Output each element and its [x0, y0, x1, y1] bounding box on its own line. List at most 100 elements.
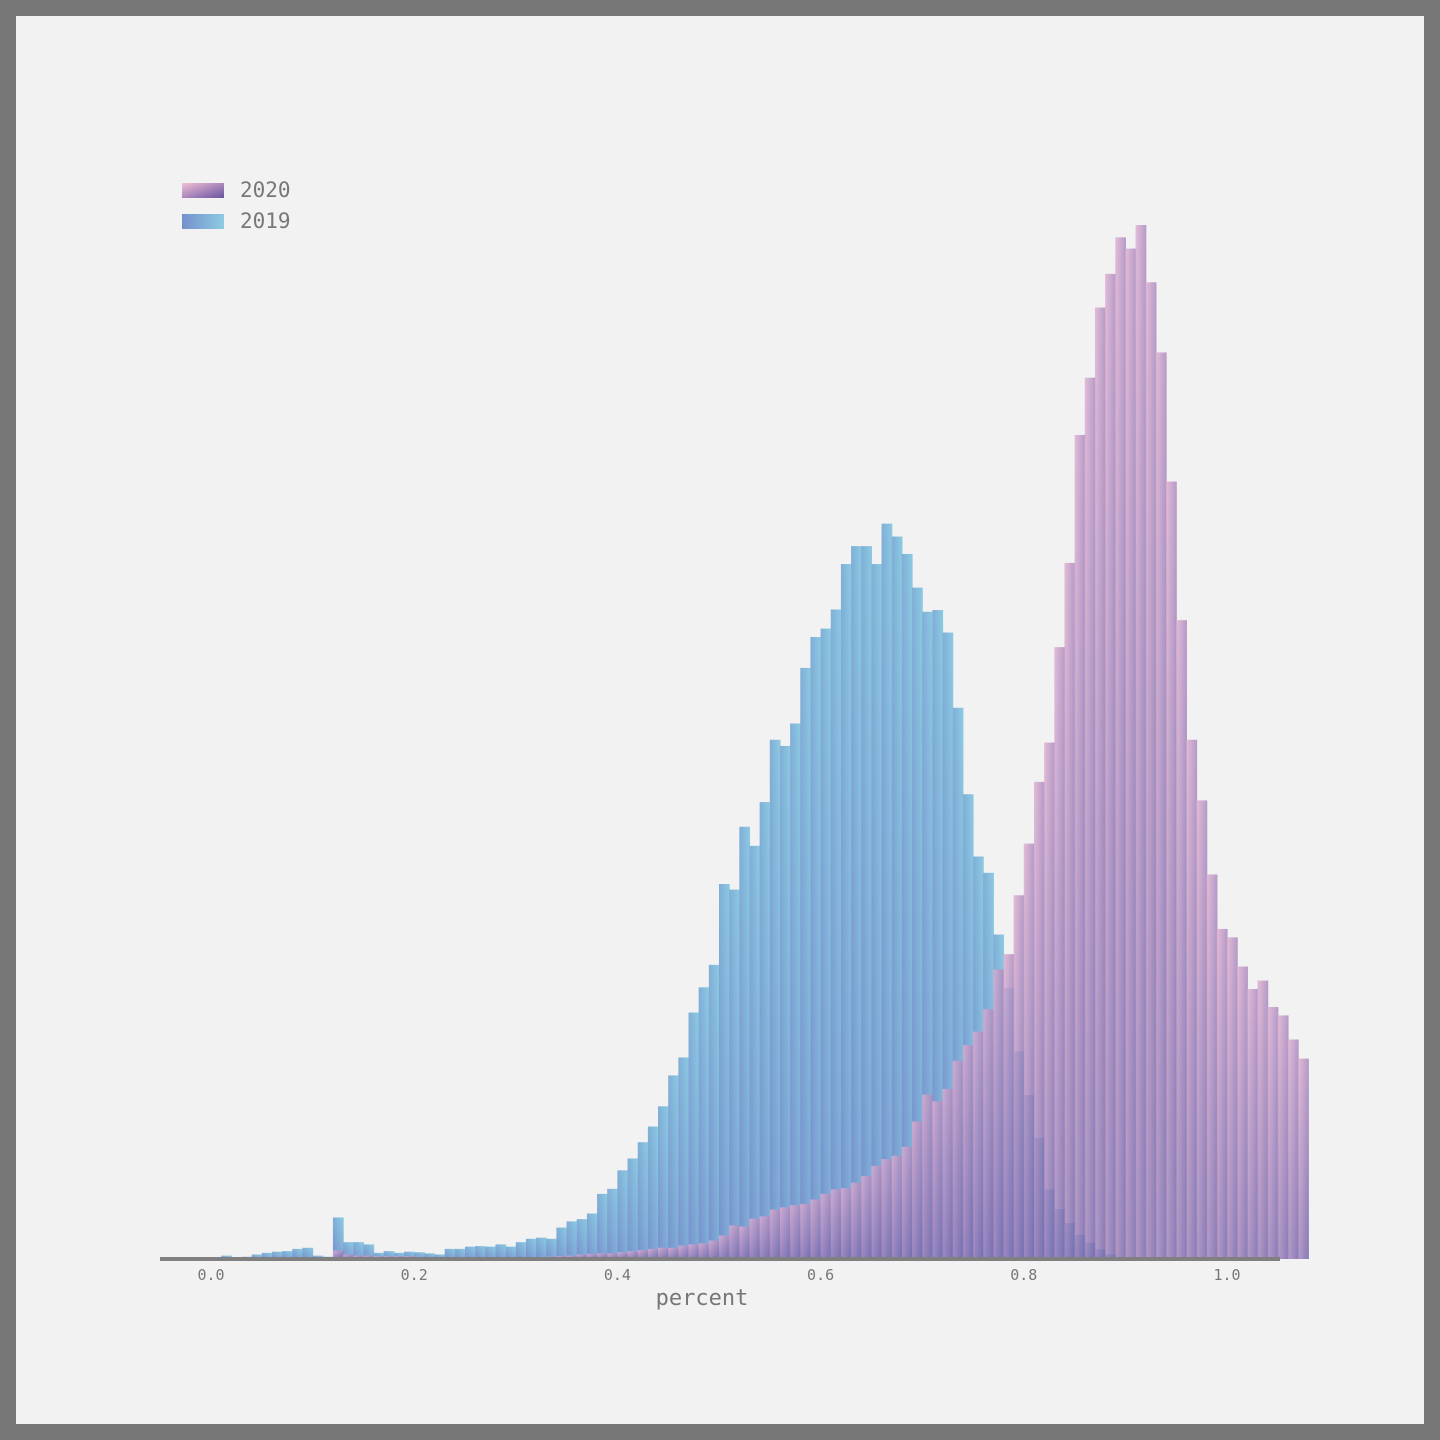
bar-2019-4 [251, 1254, 263, 1259]
bar-2019-27 [485, 1246, 497, 1259]
bar-2019-57 [790, 723, 801, 1259]
bar-2020-54 [759, 1216, 771, 1259]
bar-2019-72 [942, 632, 954, 1259]
bar-2019-34 [556, 1227, 568, 1259]
bar-2020-44 [658, 1247, 669, 1259]
bar-2020-70 [922, 1094, 933, 1259]
bar-2019-43 [647, 1126, 659, 1259]
bar-2020-42 [637, 1250, 649, 1259]
bar-2019-60 [820, 628, 832, 1259]
bar-2020-69 [912, 1121, 923, 1259]
bar-2019-64 [861, 546, 872, 1259]
bar-2019-42 [637, 1142, 649, 1259]
x-tick-label: 0.6 [807, 1266, 834, 1284]
bar-2019-35 [566, 1221, 578, 1259]
bar-2019-61 [830, 609, 842, 1259]
bar-2019-56 [779, 745, 791, 1259]
bar-2020-78 [1003, 954, 1015, 1259]
bar-2019-54 [759, 802, 771, 1259]
bar-2020-90 [1125, 248, 1137, 1259]
bar-2019-13 [343, 1242, 354, 1259]
x-axis-title: percent [656, 1286, 749, 1311]
bar-2019-48 [698, 987, 710, 1259]
x-tick-label: 0.4 [604, 1266, 631, 1284]
bar-2020-105 [1277, 1015, 1289, 1259]
bar-2019-21 [424, 1253, 436, 1259]
histogram-chart: 0.0 0.2 0.4 0.6 0.8 1.0 percent 2020 2019 [160, 178, 1309, 1311]
bar-2020-92 [1145, 282, 1157, 1259]
series-2019-bars [221, 523, 1116, 1259]
bar-2020-97 [1196, 800, 1208, 1259]
bar-2019-49 [708, 964, 720, 1259]
bar-2020-53 [749, 1218, 761, 1259]
bar-2019-30 [515, 1242, 527, 1259]
bar-2020-99 [1216, 928, 1228, 1259]
bar-2019-50 [719, 884, 730, 1259]
bar-2020-65 [871, 1165, 883, 1259]
x-axis-ticks: 0.0 0.2 0.4 0.6 0.8 1.0 [197, 1266, 1240, 1284]
bar-2019-16 [373, 1252, 385, 1259]
bar-2020-57 [790, 1205, 801, 1259]
bar-2019-40 [617, 1170, 629, 1259]
bar-2020-58 [800, 1203, 812, 1259]
bar-2019-15 [363, 1244, 375, 1259]
bar-2019-59 [810, 637, 822, 1259]
bar-2019-37 [586, 1213, 598, 1259]
bar-2019-52 [739, 826, 751, 1259]
bar-2020-101 [1237, 966, 1248, 1259]
bar-2019-39 [607, 1188, 618, 1259]
bar-2019-36 [576, 1219, 588, 1259]
x-tick-label: 1.0 [1213, 1266, 1240, 1284]
bar-2020-62 [840, 1188, 852, 1259]
bar-2019-69 [912, 587, 923, 1259]
bar-2019-7 [282, 1251, 293, 1259]
bar-2019-17 [383, 1251, 395, 1259]
bar-2020-94 [1166, 481, 1177, 1259]
bar-2020-91 [1135, 225, 1147, 1259]
bar-2020-74 [962, 1045, 974, 1259]
bar-2020-98 [1206, 874, 1218, 1259]
bar-2019-38 [597, 1193, 608, 1259]
bar-2020-59 [810, 1199, 822, 1259]
bar-2020-87 [1094, 307, 1106, 1259]
bar-2019-28 [495, 1244, 507, 1259]
bar-2020-71 [932, 1101, 944, 1259]
bar-2019-18 [393, 1252, 405, 1259]
bar-2019-26 [475, 1246, 486, 1259]
x-tick-label: 0.8 [1010, 1266, 1037, 1284]
bar-2020-80 [1023, 843, 1035, 1259]
bar-2020-63 [851, 1182, 862, 1259]
bar-2019-19 [404, 1251, 415, 1259]
bar-2019-70 [922, 611, 933, 1259]
bar-2020-103 [1257, 980, 1269, 1259]
bar-2020-84 [1064, 562, 1076, 1259]
bar-2019-63 [851, 546, 862, 1259]
bar-2019-20 [414, 1252, 425, 1259]
bar-2019-44 [658, 1106, 669, 1259]
bar-2019-71 [932, 610, 944, 1259]
bar-2020-88 [1105, 273, 1116, 1260]
bar-2020-100 [1227, 937, 1238, 1259]
bar-2020-51 [729, 1225, 740, 1259]
bar-2020-89 [1115, 237, 1126, 1260]
bar-2019-66 [881, 523, 893, 1259]
bar-2020-56 [779, 1207, 791, 1259]
bar-2019-65 [871, 564, 883, 1259]
bar-2019-68 [901, 553, 913, 1259]
chart-frame: 0.0 0.2 0.4 0.6 0.8 1.0 percent 2020 2019 [16, 16, 1424, 1424]
bar-2019-14 [353, 1242, 364, 1259]
bar-2019-62 [840, 564, 852, 1259]
bar-2020-72 [942, 1088, 954, 1259]
bar-2020-73 [952, 1060, 964, 1259]
bar-2019-33 [546, 1238, 558, 1259]
bar-2019-29 [505, 1246, 517, 1259]
bar-2019-8 [292, 1248, 304, 1259]
bar-2019-74 [962, 794, 974, 1259]
bar-2020-48 [698, 1243, 710, 1259]
bar-2020-85 [1074, 434, 1086, 1259]
bar-2019-47 [688, 1012, 700, 1259]
bar-2020-75 [973, 1031, 984, 1259]
bar-2020-82 [1044, 742, 1055, 1259]
bar-2020-55 [769, 1209, 781, 1259]
bar-2020-96 [1186, 739, 1198, 1259]
